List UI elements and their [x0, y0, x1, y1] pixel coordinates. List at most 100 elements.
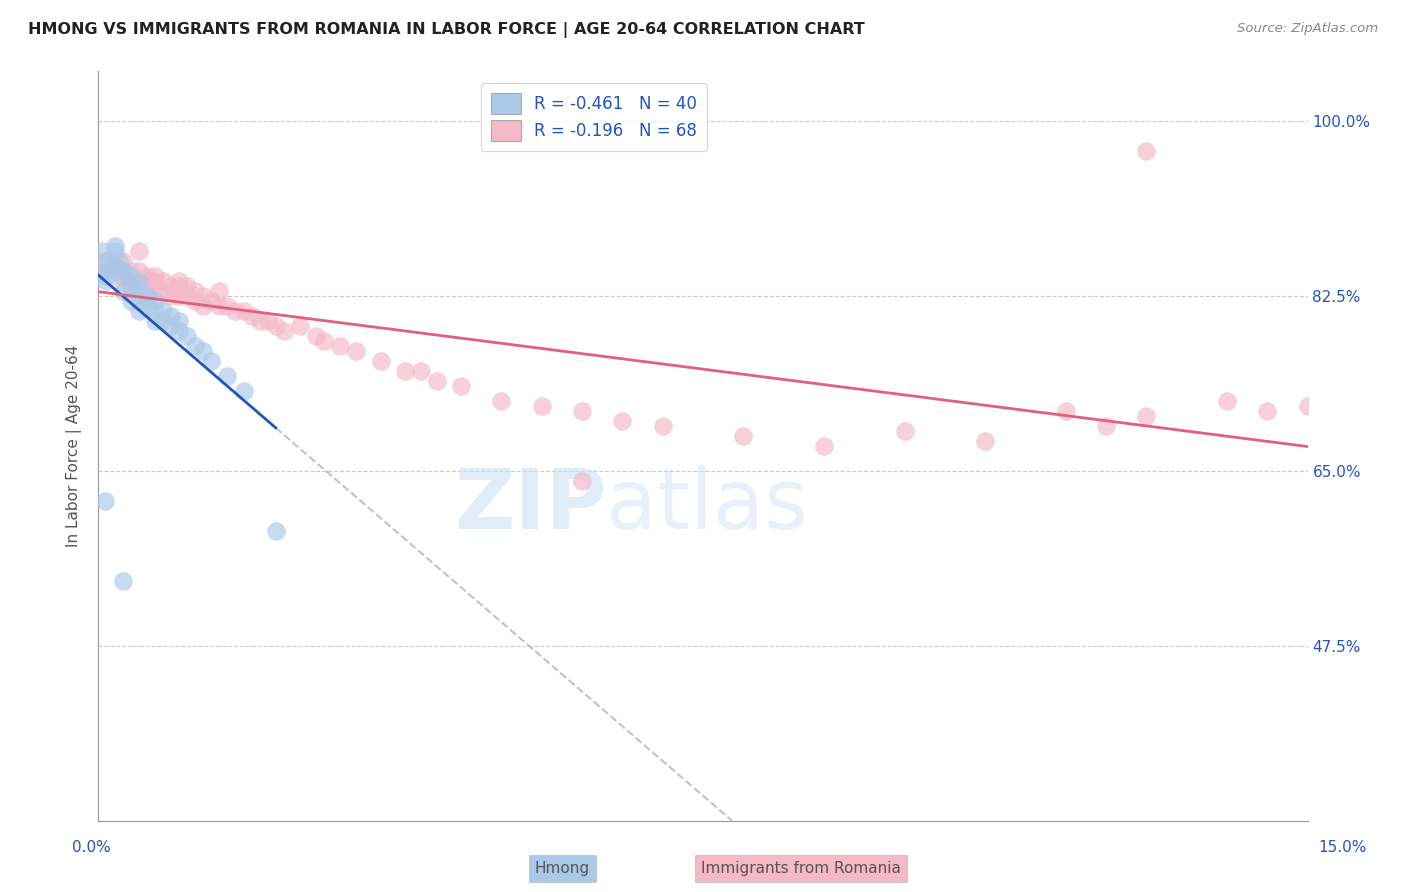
- Point: [176, 279, 198, 293]
- Point: [152, 304, 174, 318]
- Point: [530, 399, 553, 413]
- Point: [288, 319, 311, 334]
- Point: [1095, 419, 1118, 434]
- Point: [208, 284, 231, 298]
- Point: [193, 344, 215, 359]
- Point: [111, 269, 134, 284]
- Point: [224, 304, 246, 318]
- Point: [94, 494, 117, 508]
- Point: [409, 364, 432, 378]
- Point: [128, 294, 150, 309]
- Point: [200, 294, 222, 309]
- Point: [249, 314, 271, 328]
- Point: [1135, 409, 1157, 423]
- Point: [264, 524, 287, 538]
- Y-axis label: In Labor Force | Age 20-64: In Labor Force | Age 20-64: [66, 345, 83, 547]
- Point: [103, 239, 125, 253]
- Point: [103, 264, 125, 278]
- Point: [143, 294, 166, 309]
- Point: [394, 364, 416, 378]
- Point: [143, 314, 166, 328]
- Point: [232, 384, 254, 398]
- Point: [1054, 404, 1077, 418]
- Point: [167, 289, 190, 303]
- Point: [96, 254, 118, 268]
- Point: [329, 339, 352, 353]
- Point: [120, 274, 142, 288]
- Point: [120, 264, 142, 278]
- Point: [128, 274, 150, 288]
- Point: [208, 299, 231, 313]
- Point: [160, 289, 183, 303]
- Point: [491, 394, 513, 409]
- Point: [176, 289, 198, 303]
- Point: [143, 274, 166, 288]
- Point: [96, 269, 118, 284]
- Point: [426, 374, 449, 388]
- Point: [111, 264, 134, 278]
- Point: [273, 324, 295, 338]
- Point: [193, 289, 215, 303]
- Point: [143, 304, 166, 318]
- Point: [305, 329, 328, 343]
- Point: [96, 254, 118, 268]
- Point: [128, 244, 150, 259]
- Point: [111, 274, 134, 288]
- Point: [111, 284, 134, 298]
- Point: [128, 274, 150, 288]
- Point: [184, 294, 207, 309]
- Point: [143, 279, 166, 293]
- Point: [160, 279, 183, 293]
- Point: [128, 279, 150, 293]
- Point: [344, 344, 367, 359]
- Point: [232, 304, 254, 318]
- Point: [974, 434, 997, 448]
- Point: [450, 379, 472, 393]
- Text: Source: ZipAtlas.com: Source: ZipAtlas.com: [1237, 22, 1378, 36]
- Point: [264, 319, 287, 334]
- Point: [103, 259, 125, 273]
- Legend: R = -0.461   N = 40, R = -0.196   N = 68: R = -0.461 N = 40, R = -0.196 N = 68: [481, 84, 707, 151]
- Point: [96, 274, 118, 288]
- Point: [813, 439, 835, 453]
- Point: [152, 284, 174, 298]
- Text: 15.0%: 15.0%: [1319, 840, 1367, 855]
- Point: [733, 429, 755, 443]
- Text: 0.0%: 0.0%: [72, 840, 111, 855]
- Point: [571, 404, 593, 418]
- Point: [96, 259, 118, 273]
- Point: [135, 269, 157, 284]
- Point: [612, 414, 634, 428]
- Point: [120, 279, 142, 293]
- Point: [256, 314, 278, 328]
- Point: [1216, 394, 1239, 409]
- Point: [152, 274, 174, 288]
- Text: atlas: atlas: [606, 466, 808, 547]
- Point: [167, 279, 190, 293]
- Text: Hmong: Hmong: [534, 861, 591, 876]
- Point: [152, 314, 174, 328]
- Point: [217, 299, 239, 313]
- Point: [128, 284, 150, 298]
- Point: [167, 324, 190, 338]
- Text: HMONG VS IMMIGRANTS FROM ROMANIA IN LABOR FORCE | AGE 20-64 CORRELATION CHART: HMONG VS IMMIGRANTS FROM ROMANIA IN LABO…: [28, 22, 865, 38]
- Point: [135, 289, 157, 303]
- Point: [217, 369, 239, 384]
- Text: ZIP: ZIP: [454, 466, 606, 547]
- Point: [184, 284, 207, 298]
- Point: [111, 254, 134, 268]
- Point: [107, 254, 129, 268]
- Point: [160, 309, 183, 323]
- Point: [103, 259, 125, 273]
- Point: [135, 284, 157, 298]
- Point: [167, 274, 190, 288]
- Point: [100, 259, 122, 273]
- Point: [135, 274, 157, 288]
- Point: [176, 329, 198, 343]
- Point: [143, 269, 166, 284]
- Point: [200, 354, 222, 368]
- Point: [128, 264, 150, 278]
- Point: [1296, 399, 1319, 413]
- Point: [167, 314, 190, 328]
- Point: [160, 319, 183, 334]
